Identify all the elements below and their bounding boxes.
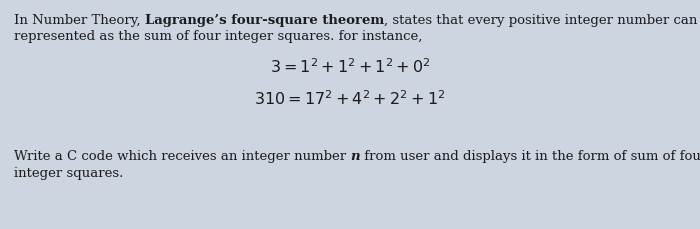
Text: Write a C code which receives an integer number: Write a C code which receives an integer… <box>14 150 351 163</box>
Text: , states that every positive integer number can be: , states that every positive integer num… <box>384 14 700 27</box>
Text: from user and displays it in the form of sum of four: from user and displays it in the form of… <box>360 150 700 163</box>
Text: represented as the sum of four integer squares. for instance,: represented as the sum of four integer s… <box>14 30 422 43</box>
Text: $310 = 17^2 + 4^2 + 2^2 + 1^2$: $310 = 17^2 + 4^2 + 2^2 + 1^2$ <box>254 90 446 109</box>
Text: $3 = 1^2 + 1^2 + 1^2 + 0^2$: $3 = 1^2 + 1^2 + 1^2 + 0^2$ <box>270 58 430 77</box>
Text: Lagrange’s four-square theorem: Lagrange’s four-square theorem <box>145 14 384 27</box>
Text: integer squares.: integer squares. <box>14 167 123 180</box>
Text: n: n <box>351 150 360 163</box>
Text: In Number Theory,: In Number Theory, <box>14 14 145 27</box>
